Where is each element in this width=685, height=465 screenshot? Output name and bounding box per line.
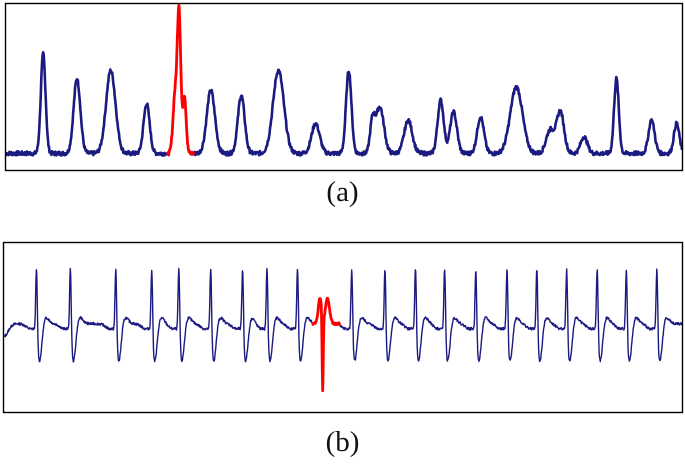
caption-b: (b) [325, 426, 360, 458]
series-a-anomaly [166, 3, 195, 157]
series-b-normal-0 [3, 267, 313, 363]
caption-a: (a) [326, 176, 359, 208]
chart-a-frame [4, 2, 684, 172]
chart-b [0, 238, 685, 418]
chart-a-traces [5, 3, 684, 157]
chart-b-frame [2, 241, 684, 414]
chart-b-traces [3, 267, 683, 393]
series-a-normal-1 [193, 68, 684, 157]
chart-a [0, 0, 685, 178]
series-a-normal-0 [5, 51, 168, 157]
series-b-normal-1 [339, 268, 683, 363]
series-b-anomaly [311, 296, 341, 393]
